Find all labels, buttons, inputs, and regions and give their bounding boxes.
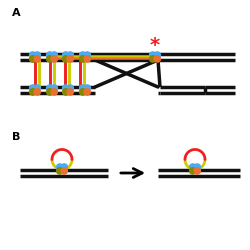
Circle shape (62, 56, 69, 62)
Circle shape (34, 89, 40, 95)
Circle shape (190, 164, 196, 170)
Circle shape (51, 89, 58, 95)
Text: B: B (12, 132, 20, 142)
Circle shape (46, 56, 53, 62)
Circle shape (30, 85, 36, 91)
Circle shape (51, 56, 58, 62)
Circle shape (62, 89, 69, 95)
Circle shape (154, 56, 160, 62)
Circle shape (30, 56, 36, 62)
Circle shape (56, 168, 63, 174)
Circle shape (80, 52, 86, 58)
Circle shape (150, 52, 156, 58)
Circle shape (51, 85, 58, 91)
Circle shape (190, 168, 196, 174)
Circle shape (46, 89, 53, 95)
Circle shape (46, 85, 53, 91)
Circle shape (62, 85, 69, 91)
Circle shape (80, 85, 86, 91)
Circle shape (34, 56, 40, 62)
Circle shape (56, 164, 63, 170)
Circle shape (67, 89, 73, 95)
Circle shape (61, 164, 68, 170)
Circle shape (61, 168, 68, 174)
Circle shape (84, 85, 90, 91)
Circle shape (67, 85, 73, 91)
Circle shape (30, 89, 36, 95)
Circle shape (80, 89, 86, 95)
Circle shape (67, 52, 73, 58)
Circle shape (154, 52, 160, 58)
Circle shape (67, 56, 73, 62)
Circle shape (34, 52, 40, 58)
Circle shape (84, 89, 90, 95)
Circle shape (34, 85, 40, 91)
Circle shape (80, 56, 86, 62)
Circle shape (62, 52, 69, 58)
Circle shape (30, 52, 36, 58)
Text: *: * (150, 36, 160, 54)
Circle shape (150, 56, 156, 62)
Circle shape (84, 56, 90, 62)
Circle shape (194, 168, 200, 174)
Circle shape (84, 52, 90, 58)
Circle shape (46, 52, 53, 58)
Circle shape (194, 164, 200, 170)
Circle shape (51, 52, 58, 58)
Text: A: A (12, 8, 20, 18)
